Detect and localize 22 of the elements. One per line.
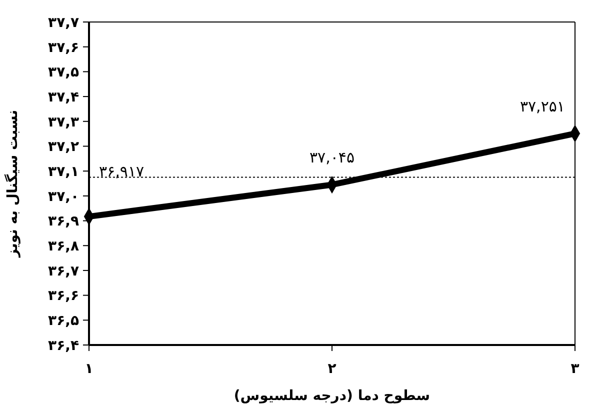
y-tick-label: ۳۶,۹ [48,214,80,230]
y-tick-label: ۳۷,۰ [48,188,79,205]
y-tick-label: ۳۶,۶ [48,288,79,304]
y-tick-label: ۳۷,۳ [48,114,80,130]
y-tick-label: ۳۶,۷ [48,263,80,280]
data-label: ۳۶,۹۱۷ [99,162,144,181]
data-label: ۳۷,۲۵۱ [520,98,565,116]
y-tick-label: ۳۶,۸ [48,238,80,255]
x-axis-title: سطوح دما (درجه سلسیوس) [234,388,430,404]
x-tick-label: ۱ [84,361,94,377]
y-tick-label: ۳۷,۶ [48,40,79,56]
x-tick-label: ۳ [570,361,580,377]
y-tick-label: ۳۷,۵ [48,64,80,81]
y-tick-label: ۳۷,۲ [48,139,80,156]
y-tick-label: ۳۷,۴ [48,89,80,106]
y-tick-label: ۳۶,۵ [48,313,80,330]
y-tick-label: ۳۷,۱ [48,164,79,180]
y-tick-label: ۳۷,۷ [48,14,80,31]
y-tick-label: ۳۶,۴ [48,338,80,354]
y-axis-title: نسبت سیگنال به نویز [4,110,21,258]
x-tick-label: ۲ [328,361,337,377]
data-label: ۳۷,۰۴۵ [309,148,355,167]
